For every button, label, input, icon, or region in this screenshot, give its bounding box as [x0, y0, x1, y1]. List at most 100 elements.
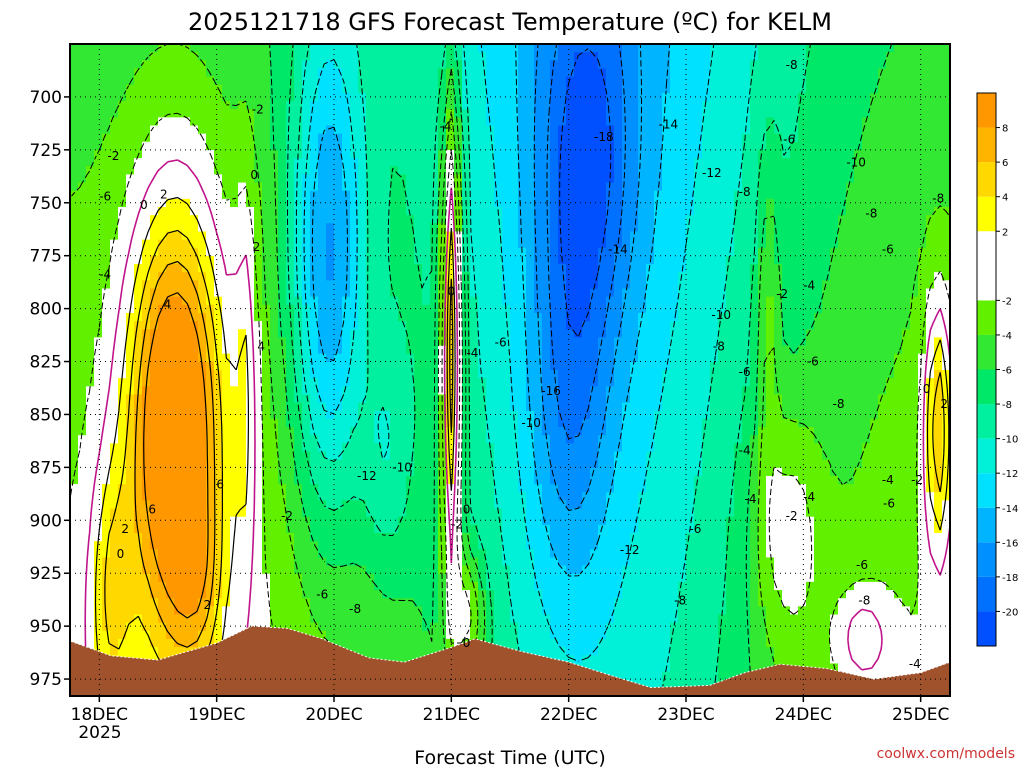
temperature-cell: [502, 321, 511, 330]
temperature-cell: [414, 272, 423, 281]
temperature-cell: [358, 312, 367, 322]
temperature-cell: [150, 68, 159, 78]
temperature-cell: [366, 272, 375, 281]
temperature-cell: [542, 149, 551, 159]
temperature-cell: [134, 516, 143, 526]
temperature-cell: [294, 198, 303, 208]
temperature-cell: [222, 337, 231, 347]
temperature-cell: [422, 215, 431, 224]
temperature-cell: [382, 207, 391, 216]
temperature-cell: [182, 573, 191, 583]
temperature-cell: [374, 614, 383, 624]
temperature-cell: [302, 606, 311, 616]
temperature-cell: [566, 296, 575, 306]
temperature-cell: [374, 443, 383, 453]
temperature-cell: [270, 174, 279, 184]
temperature-cell: [134, 467, 143, 477]
temperature-cell: [134, 60, 143, 70]
temperature-cell: [158, 60, 167, 70]
temperature-cell: [174, 345, 183, 355]
temperature-cell: [326, 516, 335, 526]
temperature-cell: [166, 272, 175, 281]
temperature-cell: [182, 516, 191, 526]
temperature-cell: [382, 410, 391, 420]
temperature-cell: [318, 312, 327, 322]
temperature-cell: [414, 215, 423, 224]
temperature-cell: [286, 101, 295, 110]
temperature-cell: [358, 329, 367, 338]
temperature-cell: [518, 76, 527, 86]
temperature-cell: [326, 508, 335, 518]
temperature-cell: [254, 541, 263, 550]
temperature-cell: [302, 182, 311, 192]
temperature-cell: [70, 207, 79, 216]
temperature-cell: [518, 166, 527, 175]
temperature-cell: [174, 101, 183, 110]
temperature-cell: [102, 581, 111, 591]
temperature-cell: [462, 541, 471, 550]
temperature-cell: [222, 590, 231, 599]
temperature-cell: [78, 272, 87, 281]
temperature-cell: [414, 304, 423, 314]
temperature-cell: [382, 44, 391, 53]
temperature-cell: [174, 198, 183, 208]
temperature-cell: [438, 459, 447, 469]
temperature-cell: [398, 565, 407, 575]
temperature-cell: [134, 44, 143, 53]
temperature-cell: [94, 44, 103, 53]
temperature-cell: [142, 117, 151, 127]
temperature-cell: [270, 255, 279, 265]
temperature-cell: [406, 52, 415, 61]
temperature-cell: [414, 484, 423, 493]
temperature-cell: [118, 581, 127, 591]
temperature-cell: [294, 451, 303, 461]
temperature-cell: [286, 353, 295, 363]
temperature-cell: [238, 435, 247, 444]
temperature-cell: [294, 345, 303, 355]
temperature-cell: [150, 370, 159, 379]
temperature-cell: [390, 264, 399, 273]
temperature-cell: [278, 223, 287, 233]
temperature-cell: [366, 215, 375, 224]
temperature-cell: [414, 565, 423, 575]
temperature-cell: [446, 427, 455, 436]
temperature-cell: [542, 239, 551, 249]
temperature-cell: [438, 614, 447, 624]
temperature-cell: [358, 394, 367, 404]
temperature-cell: [174, 272, 183, 281]
temperature-cell: [262, 239, 271, 249]
temperature-cell: [526, 207, 535, 216]
temperature-cell: [310, 158, 319, 167]
temperature-cell: [158, 402, 167, 412]
temperature-cell: [542, 614, 551, 624]
temperature-cell: [558, 296, 567, 306]
temperature-cell: [262, 378, 271, 387]
temperature-cell: [374, 76, 383, 86]
temperature-cell: [262, 410, 271, 420]
temperature-cell: [382, 60, 391, 70]
temperature-cell: [206, 467, 215, 477]
temperature-cell: [486, 207, 495, 216]
temperature-cell: [318, 60, 327, 70]
temperature-cell: [182, 231, 191, 241]
temperature-cell: [174, 427, 183, 436]
temperature-cell: [342, 84, 351, 94]
temperature-cell: [182, 337, 191, 347]
temperature-cell: [350, 353, 359, 363]
temperature-cell: [198, 52, 207, 61]
temperature-cell: [166, 475, 175, 485]
temperature-cell: [390, 557, 399, 567]
temperature-cell: [342, 223, 351, 233]
temperature-cell: [118, 361, 127, 371]
temperature-cell: [494, 443, 503, 453]
temperature-cell: [230, 52, 239, 61]
temperature-cell: [462, 272, 471, 281]
temperature-cell: [358, 92, 367, 102]
temperature-cell: [222, 158, 231, 167]
temperature-cell: [406, 141, 415, 151]
temperature-cell: [398, 239, 407, 249]
temperature-cell: [94, 427, 103, 436]
temperature-cell: [382, 370, 391, 379]
temperature-cell: [454, 622, 463, 632]
temperature-cell: [486, 101, 495, 110]
